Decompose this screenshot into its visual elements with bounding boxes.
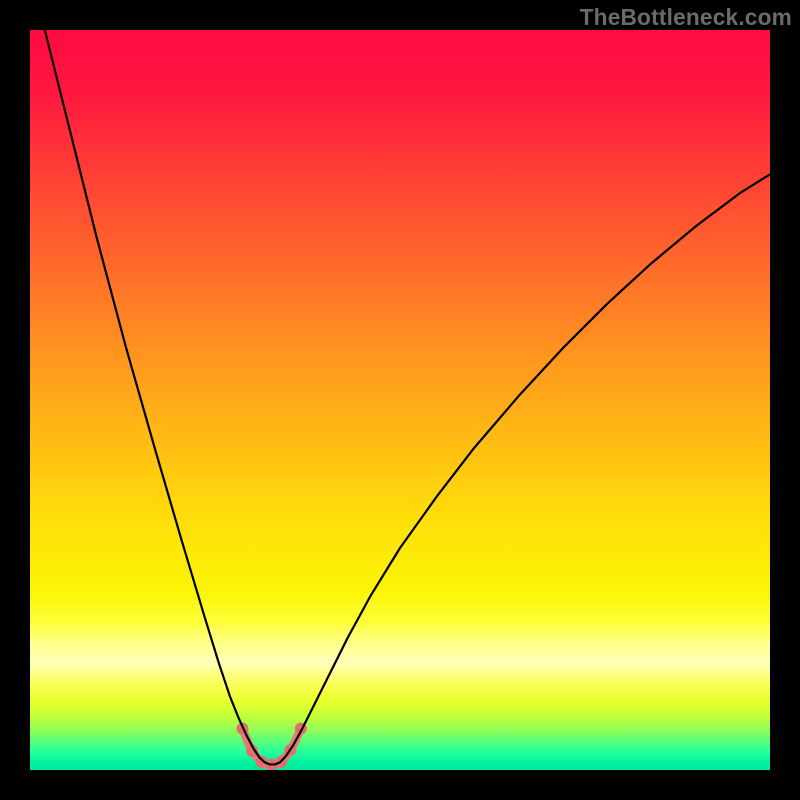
bottleneck-curve xyxy=(45,30,770,764)
watermark-text: TheBottleneck.com xyxy=(580,4,792,31)
plot-area xyxy=(30,30,770,770)
curve-layer xyxy=(30,30,770,770)
chart-stage: TheBottleneck.com xyxy=(0,0,800,800)
